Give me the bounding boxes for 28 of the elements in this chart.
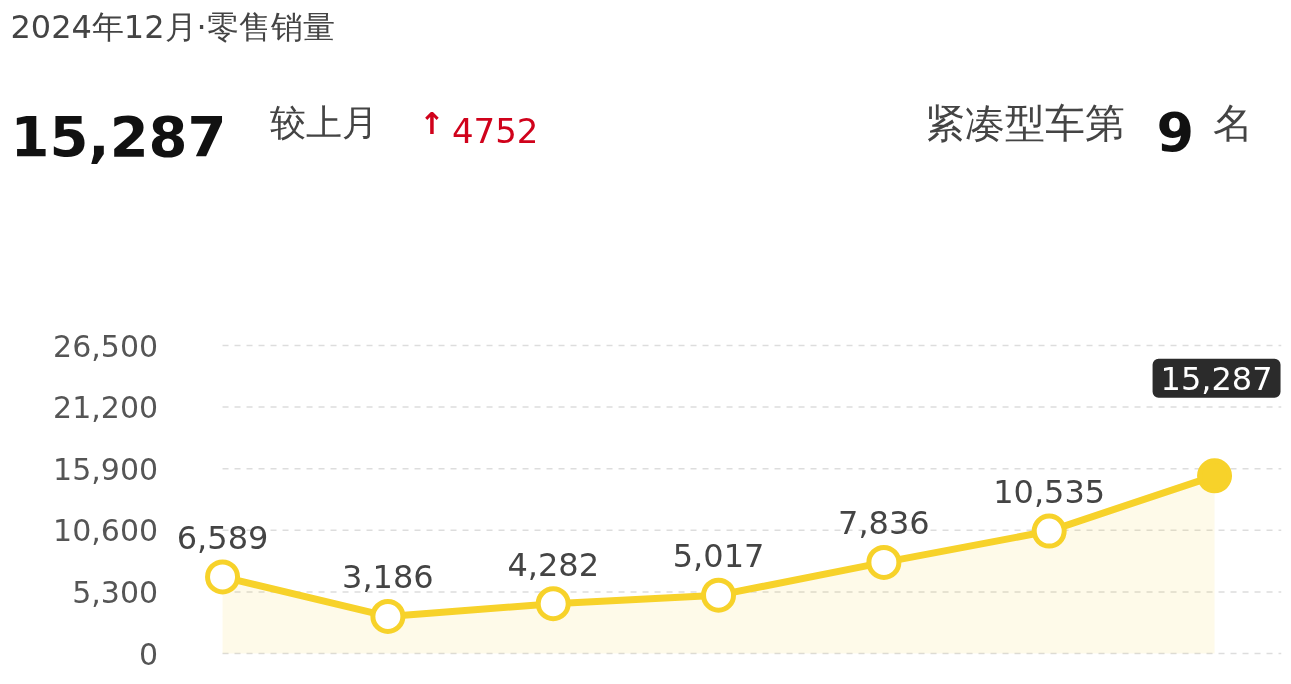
point xyxy=(701,577,737,613)
point xyxy=(866,544,902,580)
data-label: 7,836 xyxy=(838,504,930,543)
y-tick-label: 26,500 xyxy=(53,328,159,364)
data-label: 15,287 xyxy=(1160,359,1273,398)
point xyxy=(535,586,571,622)
data-label: 6,589 xyxy=(176,518,269,557)
text: 4752 xyxy=(451,110,539,151)
text: 紧凑型车第 xyxy=(925,99,1126,146)
y-tick-label: 10,600 xyxy=(53,513,159,549)
y-tick-label: 5,300 xyxy=(72,574,159,610)
data-label: 4,282 xyxy=(507,545,600,584)
data-label: 10,535 xyxy=(993,473,1106,512)
text: 9 xyxy=(1156,100,1195,164)
text: ↑ xyxy=(419,105,445,141)
point xyxy=(370,599,406,634)
y-tick-label: 21,200 xyxy=(53,390,159,426)
point xyxy=(1197,458,1233,494)
point xyxy=(205,559,241,595)
point xyxy=(1031,513,1067,549)
data-label: 5,017 xyxy=(672,537,765,576)
data-label: 3,186 xyxy=(342,558,434,597)
y-tick-label: 15,900 xyxy=(53,451,159,487)
y-tick-label: 0 xyxy=(138,636,159,672)
chart-title: 2024年12月·零售销量 xyxy=(10,7,335,46)
text: 名 xyxy=(1213,99,1254,146)
text: 15,287 xyxy=(10,103,227,169)
text: 较上月 xyxy=(270,101,379,143)
